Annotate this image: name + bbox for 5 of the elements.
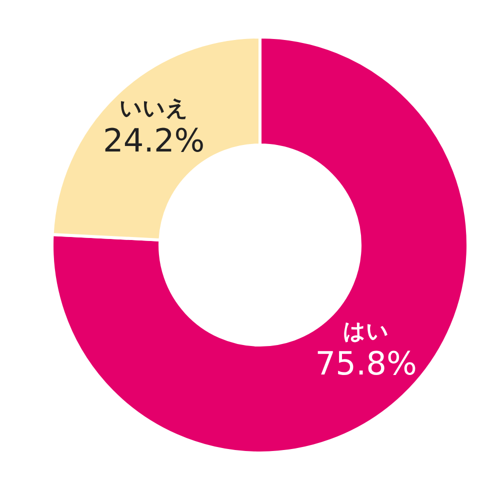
slice-label: いいえ [119, 96, 188, 122]
donut-slice [50, 36, 470, 454]
data-label: 75.8% [315, 344, 417, 383]
data-label: 24.2% [103, 121, 205, 160]
slice-label: はい [343, 320, 390, 345]
